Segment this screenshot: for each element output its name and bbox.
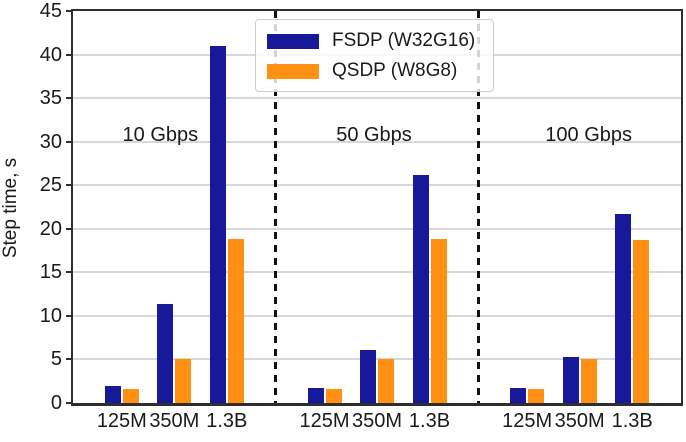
ytick-mark-25 xyxy=(66,184,71,187)
bar-fsdp-10Gbps-350M xyxy=(157,303,174,403)
bar-qsdp-10Gbps-350M xyxy=(175,358,192,403)
gridline-y-20 xyxy=(73,227,681,230)
xtick-label-100Gbps-1.3B: 1.3B xyxy=(611,410,653,432)
ytick-mark-0 xyxy=(66,402,71,404)
ytick-mark-5 xyxy=(66,358,71,361)
legend-patch-fsdp xyxy=(267,33,319,49)
ytick-mark-15 xyxy=(66,271,71,274)
group-separator-2 xyxy=(476,11,480,403)
ytick-mark-45 xyxy=(66,10,71,12)
ytick-label-25: 25 xyxy=(39,174,62,197)
ytick-mark-40 xyxy=(66,53,71,56)
xtick-label-50Gbps-350M: 350M xyxy=(351,410,403,432)
bar-fsdp-50Gbps-1.3B xyxy=(412,174,429,403)
plot-inner: 10 Gbps 50 Gbps 100 Gbps xyxy=(73,11,681,403)
gridline-y-10 xyxy=(73,314,681,317)
bar-fsdp-50Gbps-350M xyxy=(360,349,376,403)
group-label-50Gbps: 50 Gbps xyxy=(336,123,412,146)
legend-item-qsdp: QSDP (W8G8) xyxy=(267,59,475,83)
bar-qsdp-50Gbps-350M xyxy=(378,358,394,403)
ytick-label-45: 45 xyxy=(39,0,62,23)
bar-qsdp-100Gbps-1.3B xyxy=(633,240,650,403)
ytick-mark-35 xyxy=(66,97,71,100)
group-label-100Gbps: 100 Gbps xyxy=(545,123,633,146)
plot-area: 10 Gbps 50 Gbps 100 Gbps xyxy=(71,9,683,406)
ytick-label-40: 40 xyxy=(39,43,62,66)
legend-item-fsdp: FSDP (W32G16) xyxy=(267,29,475,53)
ytick-label-35: 35 xyxy=(39,87,62,110)
bar-qsdp-10Gbps-1.3B xyxy=(227,239,244,403)
bar-fsdp-100Gbps-125M xyxy=(510,388,527,403)
xtick-label-50Gbps-125M: 125M xyxy=(299,410,350,432)
ytick-label-10: 10 xyxy=(39,304,62,327)
bar-qsdp-100Gbps-125M xyxy=(528,389,545,403)
bar-qsdp-10Gbps-125M xyxy=(122,389,139,403)
gridline-y-25 xyxy=(73,184,681,187)
xtick-label-100Gbps-350M: 350M xyxy=(554,410,605,432)
xtick-label-10Gbps-350M: 350M xyxy=(149,410,200,432)
ytick-label-30: 30 xyxy=(39,130,62,153)
bar-fsdp-100Gbps-350M xyxy=(562,356,579,403)
ytick-mark-20 xyxy=(66,227,71,230)
legend-patch-qsdp xyxy=(267,63,319,79)
legend-label-fsdp: FSDP (W32G16) xyxy=(332,30,476,51)
ytick-mark-30 xyxy=(66,140,71,143)
group-label-10Gbps: 10 Gbps xyxy=(122,123,199,146)
legend: FSDP (W32G16) QSDP (W8G8) xyxy=(255,19,495,92)
xtick-label-10Gbps-1.3B: 1.3B xyxy=(206,410,248,432)
gridline-y-35 xyxy=(73,97,681,100)
bar-qsdp-100Gbps-350M xyxy=(580,359,597,403)
group-separator-1 xyxy=(274,11,278,403)
ytick-label-0: 0 xyxy=(50,392,62,414)
bar-qsdp-50Gbps-1.3B xyxy=(430,239,447,403)
ytick-label-15: 15 xyxy=(39,261,62,284)
ytick-mark-10 xyxy=(66,314,71,317)
gridline-y-15 xyxy=(73,271,681,274)
ytick-label-20: 20 xyxy=(39,217,62,240)
bar-qsdp-50Gbps-125M xyxy=(325,389,342,403)
xtick-label-10Gbps-125M: 125M xyxy=(96,410,147,432)
gridline-y-5 xyxy=(73,358,681,361)
legend-label-qsdp: QSDP (W8G8) xyxy=(332,60,458,81)
bar-fsdp-50Gbps-125M xyxy=(307,388,324,403)
xtick-label-50Gbps-1.3B: 1.3B xyxy=(408,410,451,432)
bar-fsdp-10Gbps-1.3B xyxy=(209,45,226,403)
bar-fsdp-10Gbps-125M xyxy=(104,385,121,403)
bar-fsdp-100Gbps-1.3B xyxy=(615,213,632,403)
xtick-label-100Gbps-125M: 125M xyxy=(502,410,553,432)
gridline-y-30 xyxy=(73,140,681,143)
ytick-label-5: 5 xyxy=(50,348,62,371)
